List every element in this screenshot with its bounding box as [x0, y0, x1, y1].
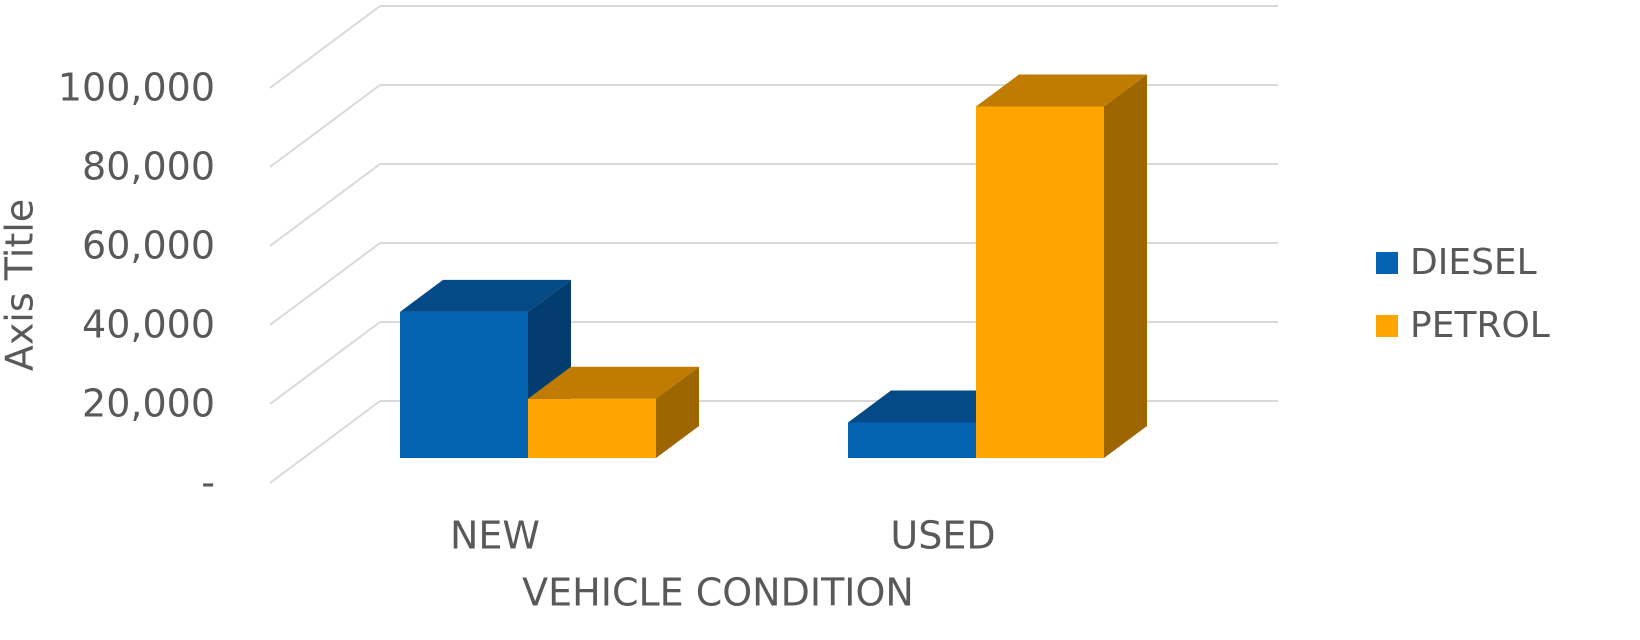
x-axis-title: VEHICLE CONDITION	[522, 571, 914, 615]
legend-label: PETROL	[1410, 305, 1550, 346]
legend-label: DIESEL	[1410, 242, 1537, 283]
y-tick-label: 100,000	[58, 66, 215, 110]
grid-line-depth	[269, 242, 381, 326]
x-tick-label: NEW	[450, 514, 540, 558]
bar	[400, 311, 528, 458]
legend-swatch	[1376, 252, 1398, 274]
grid-line-depth	[269, 5, 381, 89]
x-tick-label: USED	[890, 514, 995, 558]
y-tick-label: -	[201, 461, 215, 505]
y-tick-label: 40,000	[82, 303, 215, 347]
y-tick-label: 80,000	[82, 145, 215, 189]
grid-line-depth	[269, 400, 381, 484]
bar-top	[528, 366, 699, 399]
bar	[528, 398, 656, 458]
bar-top	[400, 279, 571, 312]
bar-side	[1104, 74, 1147, 458]
legend-swatch	[1376, 315, 1398, 337]
y-tick-label: 60,000	[82, 224, 215, 268]
bar-side	[656, 366, 699, 458]
bar	[848, 422, 976, 458]
grid-line-depth	[269, 163, 381, 247]
grid-line-depth	[269, 84, 381, 168]
bar-top	[976, 74, 1147, 107]
y-tick-label: 20,000	[82, 382, 215, 426]
grid-line-depth	[269, 321, 381, 405]
y-axis-title: Axis Title	[0, 199, 42, 371]
bar	[976, 106, 1104, 458]
